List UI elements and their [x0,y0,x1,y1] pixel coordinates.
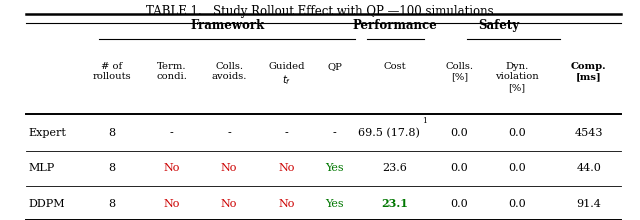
Text: MLP: MLP [29,163,55,173]
Text: Cost: Cost [383,62,406,71]
Text: 4543: 4543 [575,128,603,138]
Text: TABLE 1.   Study Rollout Effect with QP —100 simulations: TABLE 1. Study Rollout Effect with QP —1… [146,6,494,18]
Text: Yes: Yes [325,198,344,209]
Text: 0.0: 0.0 [451,128,468,138]
Text: Performance: Performance [353,19,437,32]
Text: Colls.
avoids.: Colls. avoids. [211,62,247,81]
Text: Colls.
[%]: Colls. [%] [445,62,474,81]
Text: 0.0: 0.0 [508,163,526,173]
Text: -: - [285,128,289,138]
Text: No: No [278,198,295,209]
Text: No: No [163,163,180,173]
Text: 0.0: 0.0 [508,128,526,138]
Text: Safety: Safety [479,19,520,32]
Text: No: No [221,163,237,173]
Text: 91.4: 91.4 [577,198,601,209]
Text: 23.1: 23.1 [381,198,408,209]
Text: QP: QP [327,62,342,71]
Text: 1: 1 [422,117,428,125]
Text: Comp.
[ms]: Comp. [ms] [571,62,607,81]
Text: 8: 8 [108,163,116,173]
Text: DDPM: DDPM [29,198,65,209]
Text: Dyn.
violation
[%]: Dyn. violation [%] [495,62,539,92]
Text: -: - [333,128,337,138]
Text: No: No [221,198,237,209]
Text: 69.5 (17.8): 69.5 (17.8) [358,128,420,138]
Text: 44.0: 44.0 [577,163,601,173]
Text: 8: 8 [108,198,116,209]
Text: -: - [170,128,173,138]
Text: 23.6: 23.6 [383,163,407,173]
Text: -: - [227,128,231,138]
Text: 0.0: 0.0 [451,198,468,209]
Text: Yes: Yes [325,163,344,173]
Text: 0.0: 0.0 [508,198,526,209]
Text: No: No [163,198,180,209]
Text: # of
rollouts: # of rollouts [93,62,131,81]
Text: Expert: Expert [29,128,67,138]
Text: Term.
condi.: Term. condi. [156,62,187,81]
Text: Guided
$t_f$: Guided $t_f$ [268,62,305,87]
Text: Framework: Framework [190,19,264,32]
Text: 8: 8 [108,128,116,138]
Text: No: No [278,163,295,173]
Text: 0.0: 0.0 [451,163,468,173]
